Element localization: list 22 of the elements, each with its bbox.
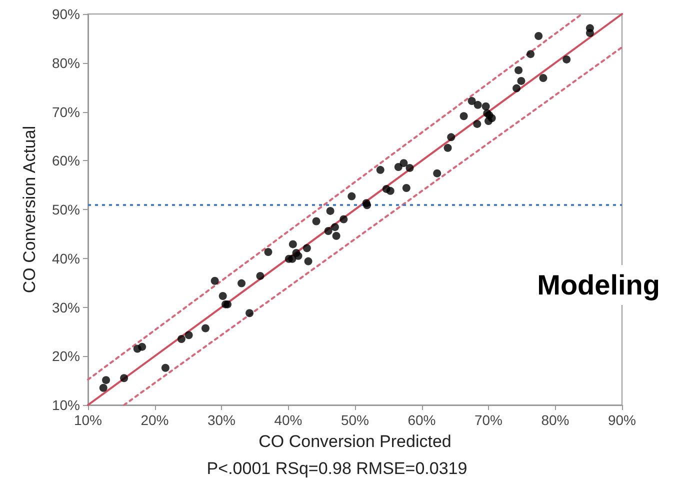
x-tick-label: 20% xyxy=(140,412,169,428)
x-tick-label: 70% xyxy=(474,412,503,428)
x-tick-label: 40% xyxy=(274,412,302,428)
y-tick-label: 20% xyxy=(52,348,80,364)
x-tick-label: 90% xyxy=(608,412,636,428)
x-tick-label: 50% xyxy=(340,412,370,428)
y-tick-label: 90% xyxy=(52,6,80,22)
text: P<.0001 RSq=0.98 RMSE=0.0319 xyxy=(206,459,468,478)
annotation: Modeling xyxy=(537,270,660,300)
y-tick-label: 60% xyxy=(52,152,80,169)
y-tick-label: 70% xyxy=(52,104,80,120)
y-tick-label: 80% xyxy=(52,54,80,71)
x-tick-label: 80% xyxy=(541,412,570,428)
y-tick-label: 50% xyxy=(52,202,80,218)
x-tick-label: 30% xyxy=(207,412,236,428)
y-tick-label: 10% xyxy=(52,397,80,413)
y-tick-label: 30% xyxy=(52,299,80,316)
y-axis-title: CO Conversion Actual xyxy=(20,126,39,294)
x-tick-label: 60% xyxy=(408,412,436,428)
x-axis-title: CO Conversion Predicted xyxy=(258,432,452,451)
x-tick-label: 10% xyxy=(74,412,102,428)
y-tick-label: 40% xyxy=(52,250,80,266)
